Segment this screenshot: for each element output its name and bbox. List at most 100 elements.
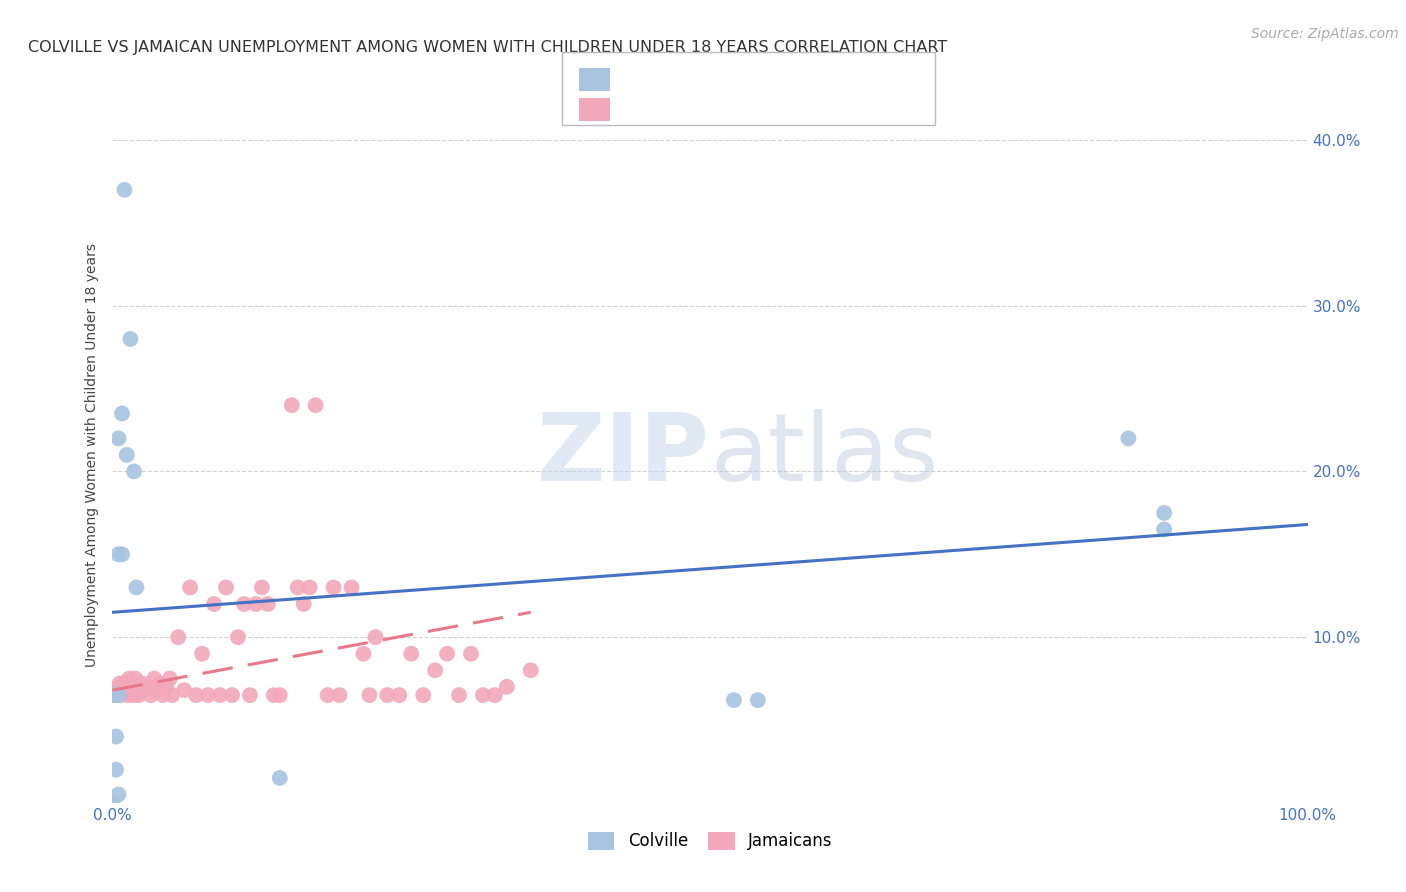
Point: [388, 688, 411, 702]
Text: R =: R =: [624, 101, 664, 119]
Point: [167, 630, 190, 644]
Point: [292, 597, 315, 611]
Point: [352, 647, 374, 661]
Text: R =: R =: [624, 70, 664, 88]
Point: [263, 688, 285, 702]
Text: 73: 73: [800, 101, 823, 119]
Point: [401, 647, 423, 661]
Point: [105, 683, 128, 698]
Point: [233, 597, 256, 611]
Point: [436, 647, 458, 661]
Point: [316, 688, 339, 702]
Point: [281, 398, 304, 412]
Point: [127, 680, 149, 694]
Point: [107, 431, 129, 445]
Point: [1153, 523, 1175, 537]
Point: [747, 693, 769, 707]
Point: [1118, 431, 1140, 445]
Point: [115, 448, 138, 462]
Point: [221, 688, 243, 702]
Y-axis label: Unemployment Among Women with Children Under 18 years: Unemployment Among Women with Children U…: [86, 243, 100, 667]
Point: [122, 688, 145, 702]
Point: [305, 398, 328, 412]
Point: [322, 581, 344, 595]
Point: [107, 547, 129, 561]
Point: [364, 630, 387, 644]
Point: [186, 688, 208, 702]
Point: [215, 581, 238, 595]
Point: [269, 771, 291, 785]
Point: [412, 688, 434, 702]
Point: [149, 676, 172, 690]
Point: [1153, 506, 1175, 520]
Point: [120, 680, 142, 694]
Point: [359, 688, 381, 702]
Point: [139, 688, 162, 702]
Point: [155, 680, 177, 694]
Point: [134, 683, 156, 698]
Point: [145, 683, 167, 698]
Point: [226, 630, 249, 644]
Point: [269, 688, 291, 702]
Point: [250, 581, 273, 595]
Point: [159, 672, 181, 686]
Point: [377, 688, 399, 702]
Point: [143, 672, 166, 686]
Point: [152, 688, 174, 702]
Text: 0.253: 0.253: [666, 101, 718, 119]
Point: [112, 676, 135, 690]
Point: [107, 688, 129, 702]
Point: [125, 581, 148, 595]
Text: atlas: atlas: [710, 409, 938, 501]
Point: [239, 688, 262, 702]
Point: [298, 581, 321, 595]
Point: [138, 680, 160, 694]
Point: [425, 663, 447, 677]
Text: N =: N =: [733, 70, 785, 88]
Point: [329, 688, 352, 702]
Point: [118, 672, 141, 686]
Point: [122, 465, 145, 479]
Point: [496, 680, 519, 694]
Point: [114, 680, 136, 694]
Text: Source: ZipAtlas.com: Source: ZipAtlas.com: [1251, 27, 1399, 41]
Point: [484, 688, 506, 702]
Point: [105, 730, 128, 744]
Point: [179, 581, 201, 595]
Point: [209, 688, 232, 702]
Point: [197, 688, 219, 702]
Point: [124, 672, 146, 686]
Point: [245, 597, 267, 611]
Point: [114, 183, 135, 197]
Point: [105, 688, 128, 702]
Point: [111, 407, 134, 421]
Point: [108, 676, 131, 690]
Point: [107, 688, 129, 702]
Point: [110, 688, 132, 702]
Point: [101, 796, 124, 810]
Point: [107, 788, 129, 802]
Point: [121, 683, 143, 698]
Point: [173, 683, 195, 698]
Point: [472, 688, 495, 702]
Point: [162, 688, 183, 702]
Point: [105, 763, 128, 777]
Point: [460, 647, 482, 661]
Text: COLVILLE VS JAMAICAN UNEMPLOYMENT AMONG WOMEN WITH CHILDREN UNDER 18 YEARS CORRE: COLVILLE VS JAMAICAN UNEMPLOYMENT AMONG …: [28, 40, 948, 55]
Point: [202, 597, 225, 611]
Point: [287, 581, 309, 595]
Point: [520, 663, 543, 677]
Point: [447, 688, 470, 702]
Point: [257, 597, 280, 611]
Legend: Colville, Jamaicans: Colville, Jamaicans: [581, 825, 839, 857]
Point: [117, 688, 139, 702]
Point: [107, 680, 129, 694]
Point: [111, 683, 134, 698]
Point: [723, 693, 745, 707]
Point: [114, 683, 135, 698]
Point: [121, 676, 143, 690]
Point: [340, 581, 363, 595]
Point: [120, 332, 142, 346]
Text: N =: N =: [733, 101, 785, 119]
Point: [101, 688, 124, 702]
